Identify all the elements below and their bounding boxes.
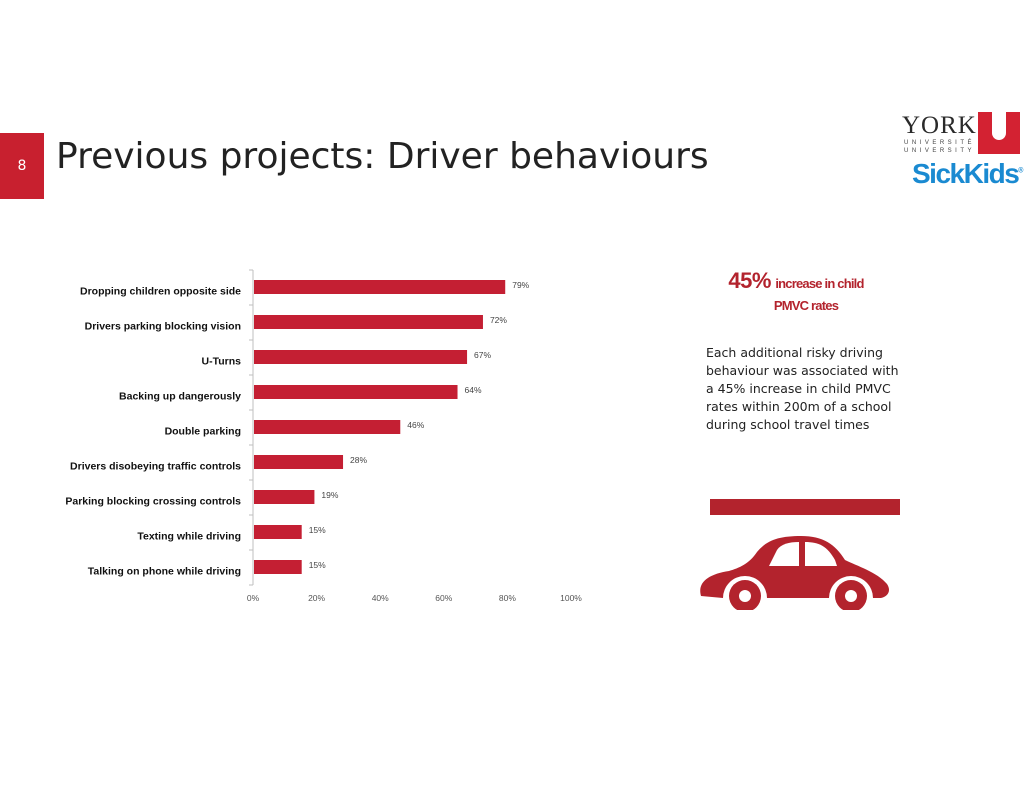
- category-label: Talking on phone while driving: [88, 566, 241, 578]
- description-text: Each additional risky driving behaviour …: [706, 345, 899, 432]
- bar-value-label: 46%: [407, 420, 424, 430]
- bar-value-label: 19%: [321, 490, 338, 500]
- bar: [254, 350, 468, 364]
- category-label: Double parking: [165, 426, 241, 438]
- york-university-logo: YORK UNIVERSITÉ UNIVERSITY: [902, 112, 1020, 158]
- bar: [254, 525, 302, 539]
- page-title: Previous projects: Driver behaviours: [56, 136, 709, 177]
- bar: [254, 280, 506, 294]
- x-tick-label: 40%: [372, 593, 389, 603]
- bar-value-label: 28%: [350, 455, 367, 465]
- bar-value-label: 64%: [465, 385, 482, 395]
- bar-value-label: 79%: [512, 280, 529, 290]
- slide-number-text: 8: [17, 158, 27, 174]
- bar-value-label: 15%: [309, 525, 326, 535]
- york-u-mark-icon: [978, 112, 1020, 154]
- car-icon: [700, 536, 889, 610]
- category-label: Drivers parking blocking vision: [85, 321, 241, 333]
- bar-value-label: 67%: [474, 350, 491, 360]
- sickkids-registered-mark: ®: [1018, 167, 1024, 175]
- sickkids-logo: SickKids®: [912, 158, 1023, 190]
- sickkids-logo-text: SickKids: [912, 158, 1020, 189]
- category-label: Dropping children opposite side: [80, 286, 241, 298]
- bar: [254, 315, 483, 329]
- category-label: Parking blocking crossing controls: [65, 496, 241, 508]
- x-tick-label: 100%: [560, 593, 582, 603]
- bar: [254, 455, 344, 469]
- bar: [254, 385, 458, 399]
- bar: [254, 560, 302, 574]
- bar-value-label: 72%: [490, 315, 507, 325]
- stat-callout: 45% increase in child PMVC rates: [706, 268, 886, 313]
- category-label: Texting while driving: [137, 531, 241, 543]
- x-tick-label: 20%: [308, 593, 325, 603]
- york-logo-sub-en: UNIVERSITY: [904, 148, 976, 154]
- category-label: Backing up dangerously: [119, 391, 241, 403]
- slide-number: 8: [0, 133, 44, 199]
- category-label: U-Turns: [202, 356, 242, 368]
- x-tick-label: 80%: [499, 593, 516, 603]
- bar-value-label: 15%: [309, 560, 326, 570]
- decorative-bar: [710, 499, 900, 515]
- bar: [254, 420, 401, 434]
- category-label: Drivers disobeying traffic controls: [70, 461, 241, 473]
- x-tick-label: 60%: [435, 593, 452, 603]
- bar: [254, 490, 315, 504]
- x-tick-label: 0%: [247, 593, 260, 603]
- york-logo-sub-fr: UNIVERSITÉ: [904, 140, 976, 146]
- stat-text-line2: PMVC rates: [773, 298, 839, 313]
- stat-text: increase in child: [775, 276, 864, 291]
- york-logo-word: YORK: [902, 112, 977, 139]
- stat-number: 45%: [728, 268, 771, 293]
